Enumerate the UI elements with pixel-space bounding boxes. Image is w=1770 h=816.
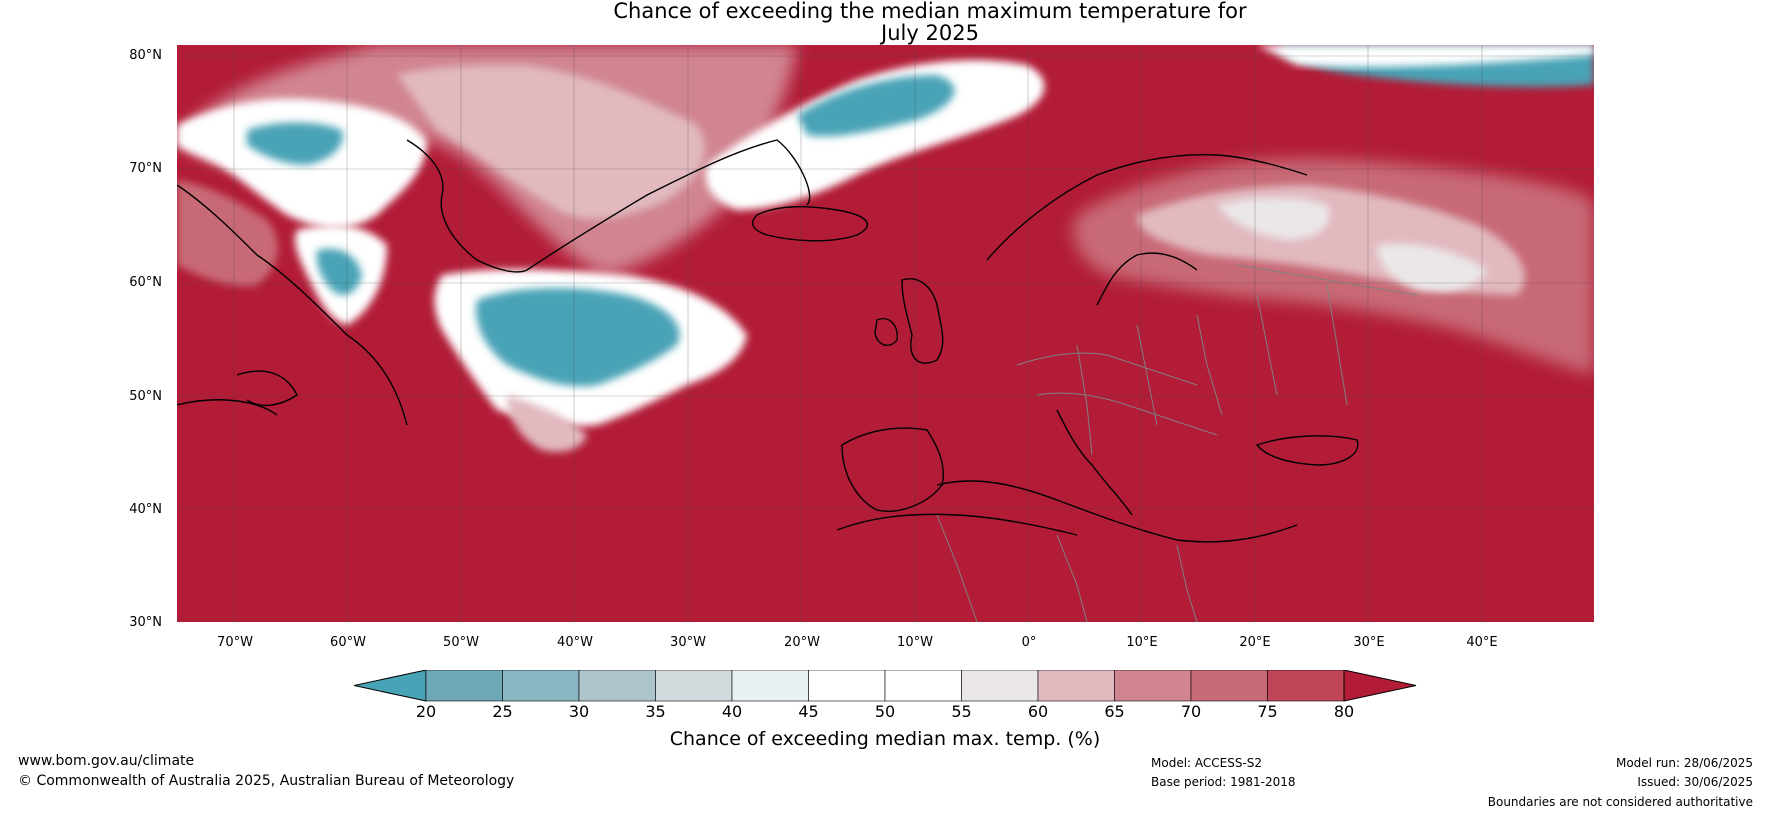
colorbar-segment bbox=[1037, 670, 1115, 702]
colorbar-tick-label: 25 bbox=[492, 702, 513, 721]
colorbar-segment bbox=[1114, 670, 1192, 702]
colorbar bbox=[354, 670, 1417, 702]
graticule bbox=[177, 45, 1594, 622]
lat-label-60n: 60°N bbox=[129, 275, 162, 290]
base-period-text: Base period: 1981-2018 bbox=[1151, 775, 1296, 789]
copyright-text: © Commonwealth of Australia 2025, Austra… bbox=[18, 773, 515, 789]
lon-label-10w: 10°W bbox=[897, 635, 933, 650]
colorbar-tick-label: 35 bbox=[645, 702, 666, 721]
lon-label-40w: 40°W bbox=[557, 635, 593, 650]
lon-label-10e: 10°E bbox=[1126, 635, 1158, 650]
model-text: Model: ACCESS-S2 bbox=[1151, 756, 1263, 770]
lon-label-60w: 60°W bbox=[330, 635, 366, 650]
greenland-anomaly-region bbox=[177, 45, 797, 325]
lon-label-0: 0° bbox=[1021, 635, 1037, 650]
colorbar-segment bbox=[578, 670, 656, 702]
colorbar-label: Chance of exceeding median max. temp. (%… bbox=[669, 728, 1101, 750]
colorbar-segment bbox=[731, 670, 809, 702]
colorbar-tick-label: 55 bbox=[951, 702, 972, 721]
colorbar-tick-label: 70 bbox=[1180, 702, 1202, 721]
website-text: www.bom.gov.au/climate bbox=[18, 753, 195, 769]
colorbar-tick-label: 60 bbox=[1027, 702, 1049, 721]
lon-label-30e: 30°E bbox=[1353, 635, 1385, 650]
colorbar-tick-label: 30 bbox=[568, 702, 590, 721]
lat-label-40n: 40°N bbox=[129, 502, 162, 517]
lon-label-20e: 20°E bbox=[1239, 635, 1271, 650]
colorbar-segment bbox=[1190, 670, 1268, 702]
colorbar-segment bbox=[884, 670, 962, 702]
colorbar-over-arrow bbox=[1343, 670, 1417, 702]
lon-label-70w: 70°W bbox=[217, 635, 253, 650]
colorbar-segment bbox=[425, 670, 503, 702]
colorbar-segment bbox=[808, 670, 886, 702]
colorbar-tick-label: 20 bbox=[415, 702, 437, 721]
colorbar-tick-label: 40 bbox=[721, 702, 743, 721]
colorbar-segment bbox=[502, 670, 580, 702]
colorbar-tick-label: 45 bbox=[798, 702, 819, 721]
lat-label-30n: 30°N bbox=[129, 615, 162, 630]
map-title-line-1: Chance of exceeding the median maximum t… bbox=[613, 0, 1247, 23]
disclaimer-text: Boundaries are not considered authoritat… bbox=[1487, 795, 1753, 809]
colorbar-tick-label: 65 bbox=[1104, 702, 1125, 721]
forecast-map bbox=[177, 45, 1594, 622]
lon-label-20w: 20°W bbox=[784, 635, 820, 650]
lon-label-40e: 40°E bbox=[1466, 635, 1498, 650]
lat-label-50n: 50°N bbox=[129, 389, 162, 404]
lon-label-50w: 50°W bbox=[443, 635, 479, 650]
colorbar-segment bbox=[655, 670, 733, 702]
north-atlantic-anomaly bbox=[434, 269, 747, 452]
coastlines bbox=[177, 139, 1359, 543]
colorbar-segment bbox=[961, 670, 1039, 702]
lat-label-70n: 70°N bbox=[129, 161, 162, 176]
lat-label-80n: 80°N bbox=[129, 48, 162, 63]
colorbar-under-arrow bbox=[354, 670, 427, 702]
colorbar-tick-label: 50 bbox=[874, 702, 896, 721]
colorbar-segment bbox=[1267, 670, 1345, 702]
arctic-sea-anomaly bbox=[705, 45, 1594, 210]
lon-label-30w: 30°W bbox=[670, 635, 706, 650]
country-borders bbox=[936, 264, 1418, 622]
map-title-line-2: July 2025 bbox=[881, 21, 979, 45]
scandinavia-anomaly bbox=[1073, 158, 1594, 375]
colorbar-tick-label: 80 bbox=[1333, 702, 1355, 721]
colorbar-tick-label: 75 bbox=[1257, 702, 1278, 721]
issued-text: Issued: 30/06/2025 bbox=[1637, 775, 1753, 789]
model-run-text: Model run: 28/06/2025 bbox=[1615, 756, 1753, 770]
